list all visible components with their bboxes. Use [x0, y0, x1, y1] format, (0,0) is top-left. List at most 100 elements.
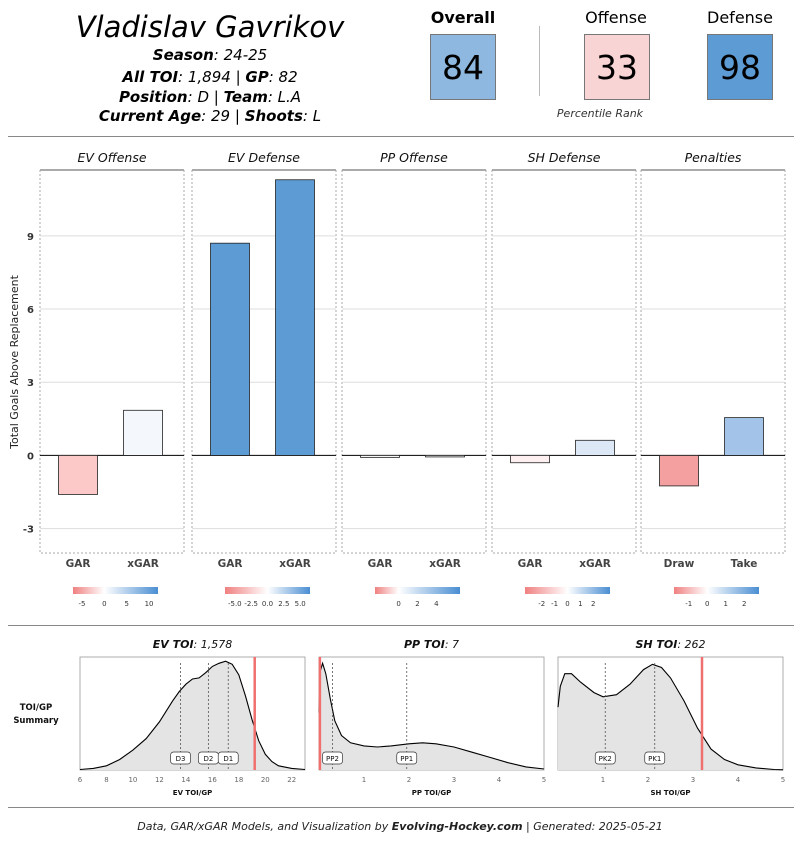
bar-xgar — [575, 439, 615, 456]
legend-tick-label: 0 — [565, 600, 569, 608]
x-tick-label: 1 — [362, 776, 366, 784]
role-marker-label: PK2 — [599, 755, 612, 763]
overall-score: 84 — [442, 47, 484, 87]
legend-tick-label: 2 — [591, 600, 595, 608]
toi-summary-label: Summary — [13, 716, 59, 726]
age-line: Current Age: 29 | Shoots: L — [98, 107, 322, 125]
toi-title-value: : 7 — [445, 638, 459, 651]
x-tick-label: xGAR — [127, 558, 159, 570]
x-tick-label: 1 — [601, 776, 605, 784]
legend-tick-label: -2.5 — [244, 600, 258, 608]
gar-bar-chart: Total Goals Above Replacement -3 0 3 6 9 EV Of… — [8, 150, 786, 608]
gp-label: GP — [245, 68, 269, 86]
x-tick-label: 6 — [78, 776, 83, 784]
x-tick-label: 22 — [287, 776, 296, 784]
role-marker-box — [644, 751, 666, 765]
color-legend-bar — [73, 587, 158, 594]
role-marker-label: PP2 — [326, 755, 339, 763]
bar-xgar — [425, 455, 465, 458]
toi-title-label: EV TOI — [153, 638, 194, 651]
position-value: D — [197, 88, 209, 106]
color-legend-bar — [525, 587, 610, 594]
panel-frame — [341, 170, 487, 554]
toi-panel-title: SH TOI: 262 — [635, 638, 705, 651]
y-axis-label: Total Goals Above Replacement — [8, 274, 21, 449]
x-axis-label: PP TOI/GP — [412, 789, 451, 797]
y-tick-label: 6 — [27, 305, 34, 316]
age-value: 29 — [211, 107, 231, 125]
legend-tick-label: 0 — [396, 600, 400, 608]
density-curve — [557, 663, 784, 771]
role-marker-box — [217, 751, 239, 765]
season-value: 24-25 — [223, 46, 268, 64]
legend-tick-label: 1 — [724, 600, 728, 608]
footer-suffix: | Generated: 2025-05-21 — [526, 820, 663, 833]
y-tick-label: 0 — [27, 451, 34, 462]
shoots-label: Shoots — [244, 107, 303, 125]
percentile-rank-caption: Percentile Rank — [556, 107, 644, 120]
panel-title: EV Defense — [228, 150, 300, 165]
x-tick-label: 10 — [128, 776, 137, 784]
offense-label: Offense — [585, 8, 647, 27]
age-label: Current Age — [98, 107, 202, 125]
role-marker-box — [396, 751, 418, 765]
legend-tick-label: 2.5 — [278, 600, 289, 608]
position-line: Position: D | Team: L.A — [118, 88, 302, 106]
density-area — [80, 661, 305, 770]
density-curve — [318, 661, 545, 770]
x-tick-label: Draw — [664, 558, 695, 570]
bar-gar — [210, 242, 250, 456]
overall-score-box: 84 — [430, 34, 496, 100]
x-tick-label: 5 — [781, 776, 785, 784]
legend-tick-label: 4 — [434, 600, 439, 608]
bar-gar — [360, 455, 400, 458]
defense-score-box: 98 — [707, 34, 773, 100]
color-legend-bar — [375, 587, 460, 594]
legend-tick-label: 5 — [124, 600, 128, 608]
panel-frame — [491, 170, 637, 554]
x-tick-label: xGAR — [429, 558, 461, 570]
panel-title: EV Offense — [77, 150, 146, 165]
role-marker-box — [170, 751, 191, 765]
position-label: Position — [118, 88, 188, 106]
legend-tick-label: -2 — [538, 600, 545, 608]
x-tick-label: 2 — [646, 776, 650, 784]
legend-tick-label: 5.0 — [295, 600, 306, 608]
season-label: Season — [152, 46, 214, 64]
x-tick-label: 8 — [104, 776, 108, 784]
panel-title: Penalties — [685, 150, 742, 165]
x-tick-label: Take — [731, 558, 758, 570]
player-name: Vladislav Gavrikov — [75, 10, 345, 44]
toi-value: 1,894 — [187, 68, 231, 86]
bar-draw — [659, 455, 699, 487]
bar-gar — [510, 455, 550, 464]
footer-brand: Evolving-Hockey.com — [391, 820, 523, 833]
x-tick-label: 5 — [542, 776, 546, 784]
role-marker-label: D3 — [176, 755, 186, 763]
x-axis-label: EV TOI/GP — [173, 789, 212, 797]
x-tick-label: 3 — [452, 776, 456, 784]
x-tick-label: 4 — [736, 776, 741, 784]
x-tick-label: GAR — [518, 558, 543, 570]
x-tick-label: GAR — [368, 558, 393, 570]
role-marker-box — [322, 751, 343, 765]
x-tick-label: 4 — [497, 776, 502, 784]
toi-summary-label: TOI/GP — [20, 703, 53, 713]
x-tick-label: xGAR — [279, 558, 311, 570]
bar-take — [724, 417, 764, 456]
bottom-divider — [8, 807, 794, 808]
x-axis-label: SH TOI/GP — [650, 789, 690, 797]
role-marker-label: D1 — [223, 755, 233, 763]
header-divider — [8, 136, 794, 137]
role-marker-box — [594, 751, 616, 765]
legend-tick-label: 0 — [102, 600, 106, 608]
x-tick-label: 16 — [208, 776, 217, 784]
toi-line: All TOI: 1,894 | GP: 82 — [122, 68, 298, 86]
panel-title: PP Offense — [380, 150, 448, 165]
panel-frame — [640, 170, 786, 554]
defense-score: 98 — [719, 47, 761, 87]
y-tick-label: 9 — [27, 232, 34, 243]
x-tick-label: xGAR — [579, 558, 611, 570]
bar-xgar — [275, 179, 315, 456]
